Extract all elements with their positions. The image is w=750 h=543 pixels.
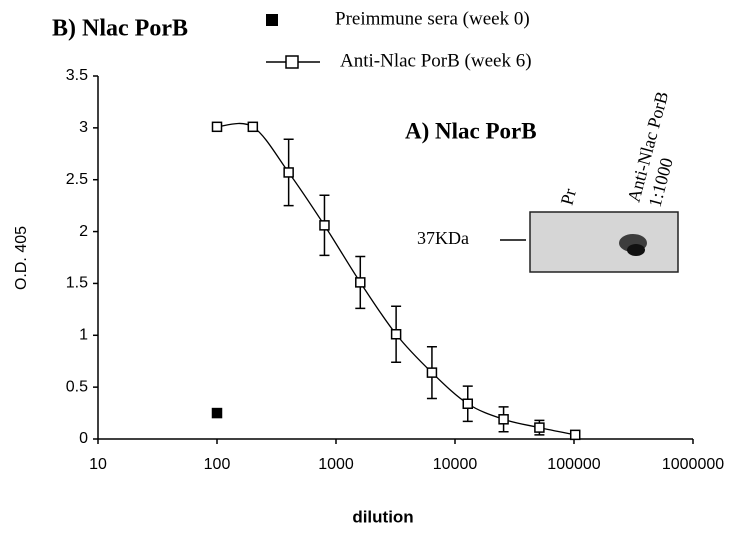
marker-label: 37KDa [417,228,469,248]
marker-open [283,167,294,178]
legend-marker [285,55,299,69]
marker-open [247,121,259,133]
x-tick-label: 100 [204,456,231,473]
lane-label: Pr [557,186,580,207]
blot [529,211,679,273]
x-tick-label: 100000 [547,456,600,473]
marker-open [426,367,438,378]
y-tick-label: 3 [79,119,88,136]
y-tick-label: 2.5 [66,171,88,188]
marker-open [211,121,223,133]
marker-open [498,414,509,425]
y-tick-label: 1 [79,327,88,344]
chart-title: B) Nlac PorB [52,16,188,42]
blot-band-core [627,244,645,256]
marker-open [355,277,366,288]
y-tick-label: 1.5 [66,275,88,292]
x-tick-label: 1000 [318,456,354,473]
marker-open [569,429,581,441]
x-tick-label: 10000 [433,456,478,473]
x-tick-label: 10 [89,456,107,473]
marker-open [319,220,330,231]
y-tick-label: 3.5 [66,67,88,84]
inset-title: A) Nlac PorB [405,118,537,143]
legend-label: Anti-Nlac PorB (week 6) [340,50,532,71]
marker-open [462,398,474,409]
marker-open [534,422,545,433]
y-tick-label: 0 [79,430,88,447]
marker-filled [211,407,223,419]
y-axis-label: O.D. 405 [13,226,30,290]
blot-panel [529,211,679,273]
y-tick-label: 0.5 [66,378,88,395]
y-tick-label: 2 [79,223,88,240]
x-tick-label: 1000000 [662,456,724,473]
marker-open [390,328,402,340]
x-axis-label: dilution [352,507,413,526]
legend-label: Preimmune sera (week 0) [335,8,530,29]
legend-marker [266,14,278,26]
